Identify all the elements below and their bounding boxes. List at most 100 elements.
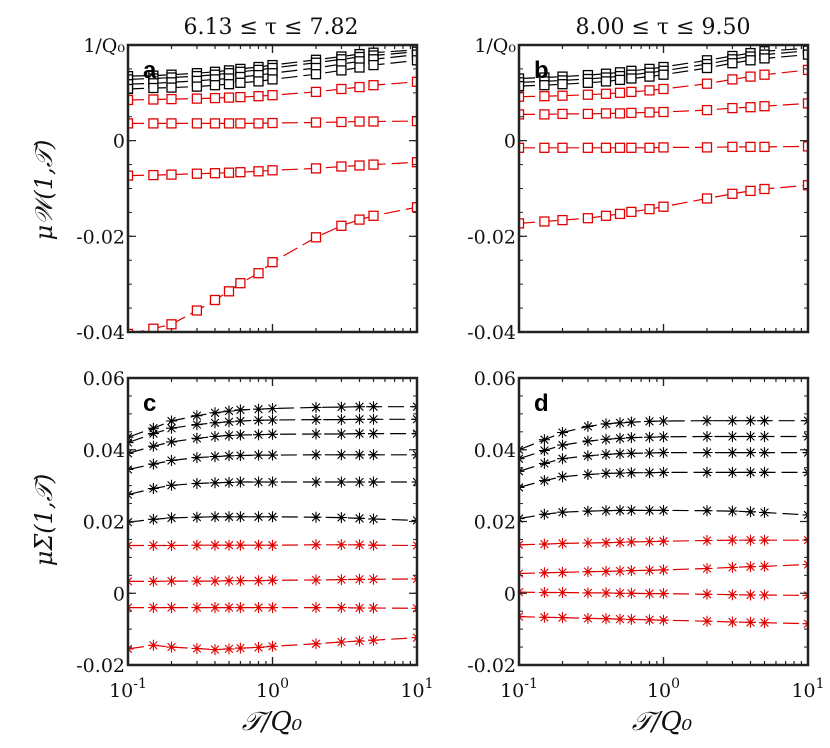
data-point	[368, 413, 379, 425]
data-point	[191, 478, 203, 489]
y-tick-label: 0.04	[474, 440, 516, 462]
data-point	[658, 614, 669, 626]
data-point	[234, 539, 246, 551]
series-d-7	[519, 559, 808, 579]
data-point	[234, 642, 246, 654]
data-point	[147, 513, 159, 525]
data-point	[147, 428, 159, 440]
data-point	[519, 80, 525, 92]
panel-b: -0.04 -0.02 0 1/Q₀ b	[467, 35, 810, 344]
series-b-7	[519, 180, 808, 229]
data-point	[614, 587, 626, 599]
data-point	[310, 401, 322, 413]
data-point	[191, 168, 203, 179]
data-point	[658, 106, 669, 118]
data-point	[354, 602, 365, 614]
data-point	[726, 589, 738, 601]
data-point	[234, 429, 246, 441]
data-point	[336, 83, 347, 95]
data-point	[166, 436, 177, 448]
data-point	[368, 634, 379, 646]
data-point	[335, 602, 347, 614]
data-point	[802, 141, 808, 152]
data-point	[759, 447, 770, 459]
data-point	[191, 118, 203, 129]
series-line	[134, 206, 417, 332]
data-point	[209, 431, 221, 442]
data-point	[209, 80, 221, 91]
data-point	[600, 433, 612, 445]
data-point	[253, 91, 264, 102]
data-point	[354, 413, 365, 425]
data-point	[557, 587, 568, 598]
data-point	[557, 214, 568, 226]
data-point	[128, 118, 134, 129]
data-point	[701, 142, 713, 153]
data-point	[759, 141, 770, 153]
data-point	[539, 80, 550, 91]
data-point	[600, 88, 612, 99]
data-point	[148, 323, 159, 332]
y-tick-label: 0	[504, 583, 516, 605]
data-point	[191, 410, 203, 422]
data-point	[223, 416, 235, 428]
data-point	[191, 419, 203, 431]
data-point	[253, 268, 264, 279]
data-point	[253, 414, 264, 426]
data-point	[310, 69, 322, 80]
data-point	[726, 534, 738, 546]
data-point	[253, 429, 264, 441]
data-point	[538, 611, 550, 623]
data-point	[582, 612, 594, 624]
data-point	[253, 602, 264, 614]
panel-label-c: c	[143, 390, 156, 417]
y-tick-label: 0.02	[83, 512, 125, 534]
data-point	[519, 109, 525, 120]
data-point	[614, 565, 626, 577]
data-point	[336, 161, 347, 172]
data-point	[614, 417, 626, 429]
data-point	[411, 202, 417, 213]
panel-d: -0.02 0 0.02 0.04 0.06 10-1 100 101 d	[467, 368, 824, 702]
data-point	[701, 563, 713, 574]
data-point	[644, 588, 655, 600]
data-point	[519, 142, 525, 153]
data-point	[310, 232, 322, 243]
data-point	[745, 71, 756, 82]
data-point	[310, 449, 322, 461]
data-point	[223, 92, 235, 103]
data-point	[519, 218, 525, 229]
column-title-right: 8.00 ≤ τ ≤ 9.50	[576, 15, 751, 40]
data-point	[658, 415, 669, 427]
data-point	[727, 141, 738, 153]
y-tick-label: 0.02	[474, 512, 516, 534]
data-point	[411, 115, 417, 127]
data-point	[745, 589, 756, 601]
data-point	[354, 401, 365, 413]
data-point	[253, 511, 264, 523]
series-a-7	[128, 157, 417, 181]
data-point	[354, 428, 365, 440]
data-point	[625, 587, 637, 599]
data-point	[166, 512, 177, 524]
data-point	[368, 428, 379, 440]
data-point	[209, 511, 221, 523]
data-point	[191, 305, 203, 316]
data-point	[191, 81, 203, 92]
data-point	[600, 448, 612, 460]
data-point	[644, 431, 655, 443]
data-point	[267, 403, 278, 414]
data-point	[267, 165, 278, 176]
data-point	[147, 639, 159, 651]
data-point	[582, 77, 594, 88]
y-tick-label: -0.04	[76, 322, 125, 344]
series-d-6	[519, 534, 808, 551]
data-point	[335, 449, 347, 461]
data-point	[209, 539, 221, 551]
data-point	[600, 587, 612, 599]
xlabel-right: 𝒯/Q₀	[632, 707, 693, 737]
data-point	[310, 511, 322, 523]
y-tick-label: -0.04	[467, 322, 516, 344]
data-point	[368, 476, 379, 488]
data-point	[625, 467, 637, 479]
